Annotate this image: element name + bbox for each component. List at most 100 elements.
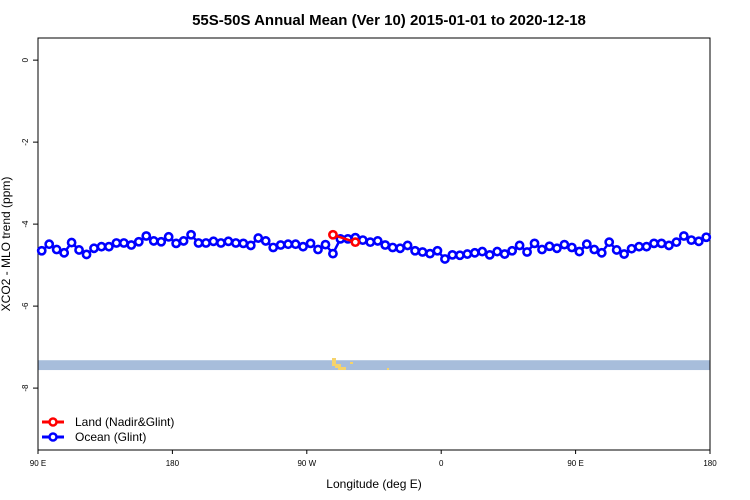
data-point-ocean <box>357 235 368 246</box>
data-point-ocean <box>641 241 652 252</box>
data-point-ocean <box>141 231 152 241</box>
data-point-ocean <box>216 238 226 248</box>
x-tick-label: 90 E <box>567 459 583 468</box>
data-point-ocean <box>283 239 294 250</box>
data-point-ocean <box>245 240 256 251</box>
x-tick-label: 90 E <box>30 459 46 468</box>
data-point-ocean <box>507 245 518 256</box>
data-point-ocean <box>298 241 308 252</box>
data-point-ocean <box>537 244 547 255</box>
legend: Land (Nadir&Glint) Ocean (Glint) <box>42 415 174 444</box>
data-point-ocean <box>402 240 413 251</box>
data-point-ocean <box>589 244 600 255</box>
data-point-ocean <box>230 238 241 248</box>
data-point-ocean <box>522 247 532 257</box>
series-land <box>328 229 361 248</box>
data-point-ocean <box>163 231 174 242</box>
data-point-ocean <box>96 241 107 252</box>
data-point-ocean <box>365 237 376 248</box>
data-point-ocean <box>678 231 689 241</box>
data-point-ocean <box>387 242 398 253</box>
data-point-ocean <box>268 242 279 253</box>
data-point-land <box>328 229 338 240</box>
data-point-ocean <box>260 236 271 246</box>
data-point-ocean <box>133 236 144 247</box>
data-point-ocean <box>89 243 99 254</box>
data-point-ocean <box>126 240 137 250</box>
series-ocean <box>36 229 712 264</box>
data-point-ocean <box>671 237 682 248</box>
data-point-ocean <box>492 246 503 257</box>
data-point-ocean <box>604 237 615 248</box>
y-tick-label: -6 <box>21 302 30 310</box>
data-point-ocean <box>484 249 495 260</box>
data-point-ocean <box>156 236 167 247</box>
data-point-ocean <box>596 247 607 258</box>
y-axis-label: XCO2 - MLO trend (ppm) <box>0 177 13 312</box>
map-strip <box>38 358 710 371</box>
legend-item-land: Land (Nadir&Glint) <box>42 415 174 429</box>
map-strip-land <box>387 368 389 370</box>
data-point-ocean <box>574 246 585 257</box>
legend-label-ocean: Ocean (Glint) <box>75 430 146 444</box>
y-axis: 0 -2 -4 -6 -8 <box>21 57 38 392</box>
data-point-ocean <box>514 240 525 251</box>
data-point-ocean <box>111 238 122 248</box>
data-point-ocean <box>581 239 592 250</box>
data-point-ocean <box>686 235 697 246</box>
data-point-ocean <box>171 238 182 249</box>
data-point-ocean <box>380 240 391 250</box>
data-point-ocean <box>208 236 219 247</box>
data-point-ocean <box>313 244 323 255</box>
map-strip-land <box>338 367 346 370</box>
data-point-ocean <box>186 229 196 240</box>
legend-marker-ocean <box>48 432 58 442</box>
data-point-ocean <box>499 249 510 259</box>
data-point-ocean <box>74 245 84 255</box>
data-point-ocean <box>552 243 562 254</box>
plot-frame <box>37 37 711 451</box>
y-tick-label: -4 <box>21 220 30 228</box>
data-point-ocean <box>104 241 114 252</box>
data-point-ocean <box>477 246 488 257</box>
data-point-ocean <box>566 242 577 253</box>
y-tick-label: -8 <box>21 384 30 392</box>
data-point-ocean <box>440 254 450 264</box>
data-point-ocean <box>693 236 704 247</box>
legend-marker-land <box>48 417 58 427</box>
data-point-ocean <box>559 239 570 250</box>
legend-label-land: Land (Nadir&Glint) <box>75 415 174 429</box>
data-point-ocean <box>148 236 159 246</box>
data-point-ocean <box>320 239 331 250</box>
x-axis: 90 E 180 90 W 0 90 E 180 <box>30 450 717 468</box>
data-point-ocean <box>201 238 211 248</box>
data-point-ocean <box>447 249 458 260</box>
data-point-ocean <box>395 243 406 254</box>
data-point-ocean <box>223 236 234 247</box>
x-axis-label: Longitude (deg E) <box>326 477 421 491</box>
data-point-ocean <box>193 238 204 248</box>
series-layer <box>36 229 712 264</box>
legend-item-ocean: Ocean (Glint) <box>42 430 146 444</box>
data-point-ocean <box>634 241 644 252</box>
data-point-ocean <box>454 250 465 261</box>
data-point-ocean <box>118 238 129 248</box>
data-point-ocean <box>469 247 480 258</box>
data-point-ocean <box>305 238 316 249</box>
data-point-ocean <box>328 248 338 259</box>
map-strip-land <box>350 362 353 364</box>
data-point-ocean <box>544 241 555 252</box>
data-point-ocean <box>59 247 70 258</box>
data-point-ocean <box>51 244 62 255</box>
data-point-ocean <box>425 248 435 259</box>
data-point-land <box>350 237 361 248</box>
map-strip-land <box>332 358 336 366</box>
data-point-ocean <box>417 247 428 257</box>
data-point-ocean <box>253 233 264 243</box>
y-tick-label: 0 <box>21 57 30 62</box>
data-point-ocean <box>290 239 301 250</box>
data-point-ocean <box>44 239 55 250</box>
data-point-ocean <box>626 243 637 254</box>
x-tick-label: 180 <box>166 459 180 468</box>
